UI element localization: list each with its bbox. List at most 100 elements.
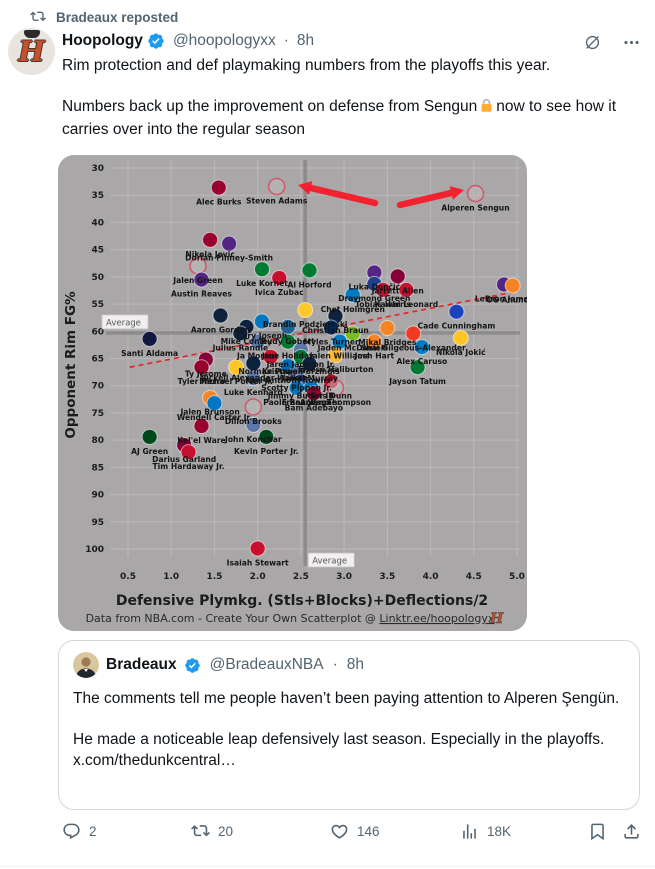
repost-count: 20 — [218, 824, 234, 839]
svg-text:AJ Green: AJ Green — [131, 447, 168, 456]
quote-text-2: He made a noticeable leap defensively la… — [73, 731, 605, 769]
svg-text:Shai Gilgeous-Alexander: Shai Gilgeous-Alexander — [361, 343, 466, 352]
action-bar: 2 20 146 18K — [58, 822, 655, 860]
svg-text:Jaren Jackson Jr.: Jaren Jackson Jr. — [266, 360, 336, 369]
svg-text:Myles Turner: Myles Turner — [304, 337, 359, 346]
svg-text:Ty Jerome: Ty Jerome — [185, 370, 227, 379]
svg-text:Brandin Podziemski: Brandin Podziemski — [263, 320, 348, 329]
svg-text:Scotty Pippen Jr.: Scotty Pippen Jr. — [261, 384, 332, 393]
svg-text:OG Anunoby: OG Anunoby — [486, 296, 527, 305]
svg-text:85: 85 — [91, 463, 104, 473]
svg-text:2.5: 2.5 — [293, 572, 309, 582]
svg-text:Santi Aldama: Santi Aldama — [121, 349, 178, 358]
avatar[interactable]: H — [8, 28, 55, 75]
svg-text:Ja Morant: Ja Morant — [236, 352, 279, 361]
svg-text:65: 65 — [91, 355, 104, 365]
quote-author-handle[interactable]: @BradeauxNBA — [209, 656, 324, 673]
grok-icon[interactable] — [583, 33, 602, 52]
svg-text:Alec Burks: Alec Burks — [196, 198, 242, 207]
svg-text:Jamal Murray: Jamal Murray — [280, 374, 338, 383]
reply-count: 2 — [89, 824, 97, 839]
svg-text:Opponent Rim FG%: Opponent Rim FG% — [63, 291, 79, 439]
repost-icon — [30, 11, 46, 22]
svg-text:60: 60 — [91, 327, 104, 337]
svg-text:Tyler Herro: Tyler Herro — [178, 377, 226, 386]
like-button[interactable]: 146 — [330, 822, 380, 841]
svg-text:Dorian Finney-Smith: Dorian Finney-Smith — [185, 254, 273, 263]
svg-text:Jayson Tatum: Jayson Tatum — [388, 377, 446, 386]
quote-timestamp[interactable]: 8h — [346, 656, 365, 673]
repost-button[interactable]: 20 — [191, 822, 233, 841]
svg-text:Franz Wagner: Franz Wagner — [282, 398, 341, 407]
quote-author-name[interactable]: Bradeaux — [106, 656, 177, 673]
svg-text:Dillon Brooks: Dillon Brooks — [225, 417, 282, 426]
svg-text:Alex Caruso: Alex Caruso — [397, 357, 448, 366]
svg-text:Kevin Porter Jr.: Kevin Porter Jr. — [234, 447, 299, 456]
svg-text:95: 95 — [91, 518, 104, 528]
tweet-header-icons — [583, 33, 641, 52]
lock-emoji-icon — [479, 98, 494, 119]
share-button[interactable] — [622, 822, 641, 841]
svg-text:75: 75 — [91, 409, 104, 419]
svg-text:Luke Kennard: Luke Kennard — [224, 388, 283, 397]
timestamp[interactable]: 8h — [296, 32, 315, 49]
svg-text:0.5: 0.5 — [120, 572, 136, 582]
svg-text:Josh Hart: Josh Hart — [354, 352, 395, 361]
svg-text:Jimmy Butler III: Jimmy Butler III — [267, 391, 334, 400]
quote-header: Bradeaux @BradeauxNBA · 8h — [73, 652, 625, 678]
svg-text:80: 80 — [91, 436, 104, 446]
svg-text:Isaiah Stewart: Isaiah Stewart — [227, 558, 289, 567]
scatterplot-svg: Alec Burks Steven Adams Alperen Sengun Niko… — [63, 160, 527, 627]
author-name[interactable]: Hoopology — [62, 32, 143, 49]
quote-verified-badge-icon — [184, 657, 200, 673]
heart-icon — [331, 824, 348, 839]
svg-text:1.0: 1.0 — [163, 572, 179, 582]
svg-text:Jalen Williams: Jalen Williams — [309, 352, 371, 361]
svg-text:Paolo Banchero: Paolo Banchero — [263, 398, 330, 407]
reply-icon — [63, 823, 80, 840]
repost-banner-text[interactable]: Bradeaux reposted — [56, 9, 179, 25]
svg-text:Darius Garland: Darius Garland — [152, 455, 216, 464]
views-button[interactable]: 18K — [460, 822, 511, 841]
svg-text:Luka Dončić: Luka Dončić — [349, 283, 401, 292]
svg-text:Kris Dunn: Kris Dunn — [310, 391, 352, 400]
svg-text:Data from NBA.com - Create You: Data from NBA.com - Create Your Own Scat… — [86, 612, 495, 625]
svg-text:Cory Joseph: Cory Joseph — [237, 331, 288, 340]
quote-text-1: The comments tell me people haven’t been… — [73, 690, 620, 707]
quote-text: The comments tell me people haven’t been… — [73, 688, 625, 771]
svg-text:70: 70 — [91, 382, 104, 392]
svg-text:Jaden McDaniels: Jaden McDaniels — [317, 343, 389, 352]
svg-text:H: H — [489, 611, 504, 627]
svg-text:Rudy Gobert: Rudy Gobert — [261, 337, 315, 346]
svg-text:55: 55 — [91, 300, 104, 310]
svg-text:1.5: 1.5 — [206, 572, 222, 582]
svg-text:Steven Adams: Steven Adams — [246, 197, 308, 206]
more-icon[interactable] — [622, 33, 641, 52]
svg-text:Nikola Jokić: Nikola Jokić — [436, 348, 486, 357]
svg-text:Chet Holmgren: Chet Holmgren — [321, 305, 385, 314]
bookmark-button[interactable] — [588, 822, 607, 841]
tweet-text: Rim protection and def playmaking number… — [62, 55, 640, 160]
svg-text:John Konchar: John Konchar — [224, 435, 282, 444]
svg-text:5.0: 5.0 — [509, 572, 525, 582]
svg-text:Defensive Plymkg. (Stls+Blocks: Defensive Plymkg. (Stls+Blocks)+Deflecti… — [116, 593, 488, 609]
share-icon — [624, 824, 639, 839]
svg-text:50: 50 — [91, 273, 104, 283]
svg-text:Luke Kornet: Luke Kornet — [236, 279, 288, 288]
svg-text:Average: Average — [106, 318, 141, 328]
views-icon — [463, 824, 476, 839]
svg-text:Kel'el Ware: Kel'el Ware — [177, 436, 225, 445]
svg-text:2.0: 2.0 — [250, 572, 266, 582]
quoted-tweet-card[interactable]: Bradeaux @BradeauxNBA · 8h The comments … — [58, 640, 640, 810]
svg-text:Jrue Holiday: Jrue Holiday — [261, 352, 314, 361]
views-count: 18K — [487, 824, 512, 839]
svg-text:Alperen Sengun: Alperen Sengun — [441, 204, 509, 213]
svg-text:Kawhi Leonard: Kawhi Leonard — [375, 300, 439, 309]
svg-text:Austin Reaves: Austin Reaves — [171, 290, 232, 299]
author-handle[interactable]: @hoopologyxx — [172, 32, 276, 49]
scatterplot-image[interactable]: Alec Burks Steven Adams Alperen Sengun Niko… — [58, 155, 527, 631]
svg-text:90: 90 — [91, 491, 104, 501]
reply-button[interactable]: 2 — [62, 822, 97, 841]
svg-text:Average: Average — [312, 557, 347, 567]
svg-text:3.5: 3.5 — [379, 572, 395, 582]
